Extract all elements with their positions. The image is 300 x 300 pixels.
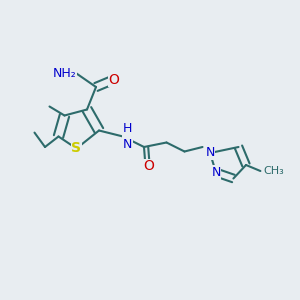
Text: N: N [205, 146, 215, 160]
Text: N: N [211, 166, 221, 179]
Text: O: O [143, 160, 154, 173]
Text: NH₂: NH₂ [53, 67, 76, 80]
Text: S: S [71, 142, 82, 155]
Text: H
N: H N [123, 122, 132, 151]
Text: CH₃: CH₃ [263, 166, 284, 176]
Text: O: O [109, 73, 119, 86]
